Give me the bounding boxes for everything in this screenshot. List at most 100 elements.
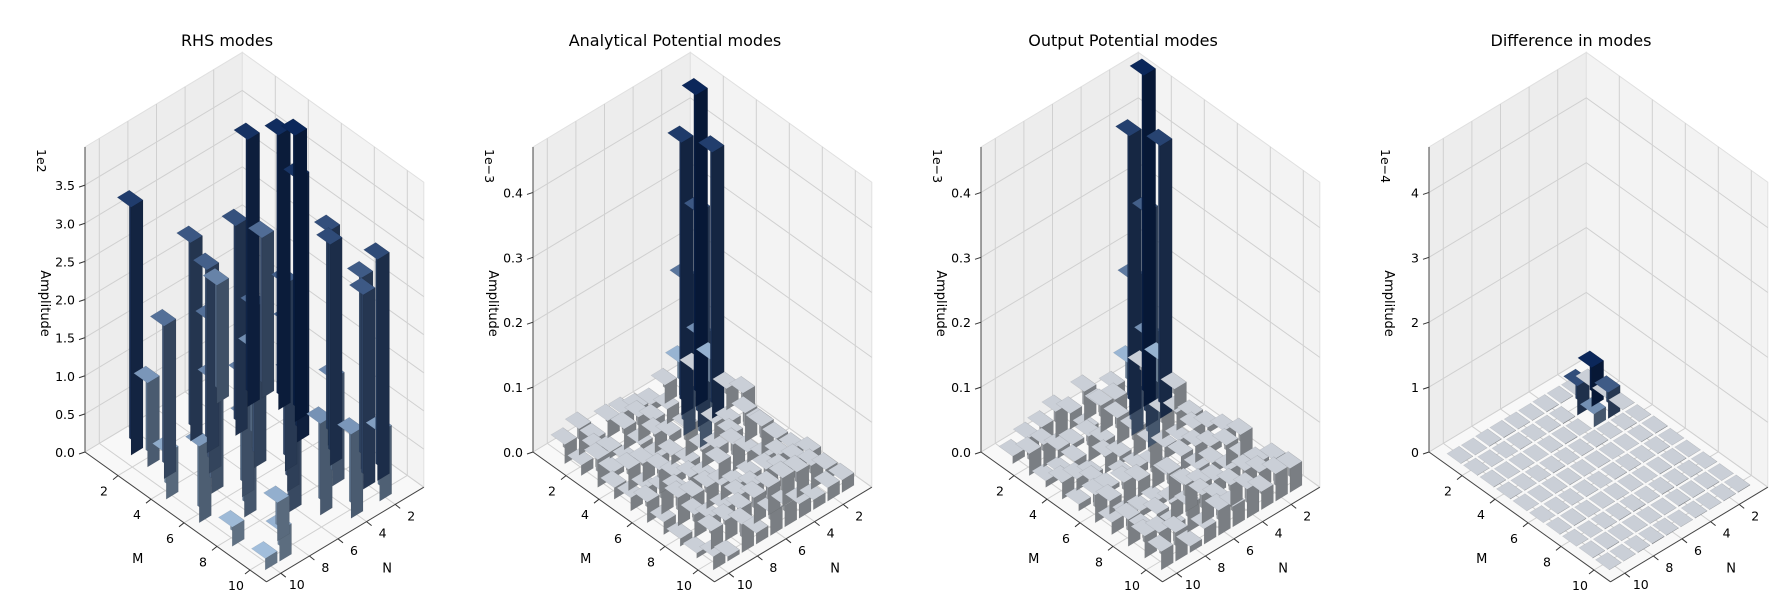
bar-small [1661,467,1689,487]
n-axis-label: N [382,562,392,577]
n-tick-label: 4 [379,526,387,541]
bar-small [1694,491,1722,511]
bar-small [1540,475,1568,495]
bar-small [1623,534,1651,554]
bar [217,509,245,547]
bar-small [1592,531,1620,551]
bar [363,241,390,482]
bar [247,220,275,399]
m-tick-label: 4 [581,507,589,522]
bar [1145,128,1173,420]
bar [262,485,290,542]
bar-small [739,480,767,525]
m-tick-label: 10 [676,578,692,590]
z-tick-label: 0.4 [503,185,523,200]
bar-small [1586,470,1613,489]
z-tick-label: 0.1 [503,380,523,395]
bar-small [1477,449,1505,468]
bar-small [1522,443,1550,463]
bar-small [1524,464,1552,483]
n-tick-label: 6 [350,543,358,558]
n-axis: 2 4 6 8 10 N [714,486,873,590]
z-offset-text: 1e2 [34,149,49,173]
bar-small [1652,517,1679,537]
m-tick-label: 4 [1029,507,1037,522]
z-tick-label: 3.0 [55,216,75,231]
bar-small [1474,428,1502,448]
bar-small [1565,417,1593,437]
bar-small [1637,525,1665,545]
bar-small [1462,457,1490,477]
bar-small [1538,455,1566,474]
bar-small [1510,472,1538,492]
n-tick-label: 8 [769,560,777,575]
m-tick-label: 6 [614,531,622,546]
n-tick-label: 4 [1723,526,1731,541]
z-axis-label: Amplitude [485,270,500,337]
bar-small [1647,476,1675,496]
panel-title: Analytical Potential modes [569,31,782,50]
bar-small [1561,528,1589,547]
m-tick-label: 2 [100,484,108,499]
m-tick-label: 10 [1572,578,1588,590]
n-tick-label: 2 [1751,508,1759,523]
m-tick-label: 10 [228,578,244,590]
n-axis: 2 4 6 8 10 N [1610,486,1769,590]
z-tick-label: 1 [1411,380,1419,395]
n-tick-label: 10 [1185,577,1201,590]
bar [149,308,177,480]
n-tick-label: 6 [1246,543,1254,558]
bar-small [650,367,678,405]
bar-small [1491,440,1519,459]
bar-small [1610,412,1638,431]
bar-small [1659,447,1687,467]
m-tick-label: 8 [647,554,655,569]
panel-1: 0.0 0.5 1.0 1.5 2.0 2.5 3.0 3.5 1e2 Amplitude 2 4 6 8… [34,31,425,590]
z-axis-label: Amplitude [933,270,948,337]
bar [348,277,376,490]
bar-small [813,470,841,502]
m-axis-label: M [580,552,591,567]
bar-small [1246,474,1274,511]
bar-small [1723,474,1751,494]
bar [280,118,308,423]
n-tick-label: 2 [1303,508,1311,523]
bar-small [1588,490,1616,510]
m-tick-label: 4 [133,507,141,522]
bar-small [1553,446,1580,466]
bar-small [1576,519,1604,539]
z-axis: 0.0 0.1 0.2 0.3 0.4 1e−3 Amplitude [482,147,534,460]
panel-3: 0.0 0.1 0.2 0.3 0.4 1e−3 Amplitude 2 4 6 8 10 M 2 4 6 8 1… [930,31,1321,590]
bar-small [1460,437,1488,456]
bar-small [1550,426,1578,445]
bar-small [1546,385,1574,405]
bar [681,77,709,408]
panel-2: 0.0 0.1 0.2 0.3 0.4 1e−3 Amplitude 2 4 6 8 10 M 2 4 6 8 1… [482,31,873,590]
n-tick-label: 2 [407,508,415,523]
bar-small [1559,507,1587,527]
bar-small [1526,484,1554,503]
bar-small [1631,465,1659,484]
m-axis: 2 4 6 8 10 M [980,451,1163,590]
m-axis-label: M [1028,552,1039,567]
n-tick-label: 10 [737,577,753,590]
bar-small [1600,461,1628,481]
bar-small [998,438,1026,465]
bar-small [1621,514,1649,533]
n-tick-label: 10 [289,577,305,590]
bar [176,225,203,442]
bar-small [1614,453,1642,472]
m-tick-label: 8 [199,554,207,569]
bar [315,226,343,467]
bar-small [1643,435,1671,455]
n-tick-label: 6 [798,543,806,558]
z-offset-text: 1e−3 [482,149,497,183]
z-axis-label: Amplitude [37,270,52,337]
bar-small [1657,427,1685,446]
bar-small [1624,403,1652,423]
bar-small [1633,485,1661,504]
bar-small [1676,459,1704,479]
bar-small [1512,493,1540,512]
bar-small [1557,487,1585,507]
bar-small [1275,450,1303,494]
